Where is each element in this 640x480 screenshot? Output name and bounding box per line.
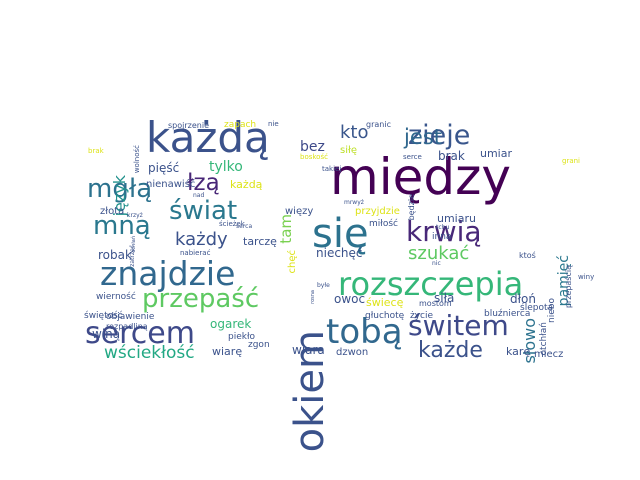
cloud-word: karę [506, 345, 531, 358]
cloud-word: siła [434, 291, 455, 305]
cloud-word: chęć [287, 250, 298, 274]
cloud-word: rozszczepia [338, 265, 524, 303]
cloud-word: złota [100, 206, 125, 217]
cloud-word: świtem [408, 309, 509, 342]
cloud-word: mgłą [87, 174, 153, 204]
cloud-word: każdy [175, 229, 228, 250]
cloud-word: byłe [317, 282, 330, 289]
cloud-word: granic [366, 120, 391, 129]
cloud-word: świecę [366, 296, 404, 309]
cloud-word: nabierać [180, 249, 211, 257]
cloud-word: nic [432, 260, 441, 267]
cloud-word: inna [432, 232, 452, 242]
cloud-word: umiaru [437, 212, 476, 225]
cloud-word: życie [410, 311, 434, 321]
cloud-word: miłość [369, 219, 398, 229]
cloud-word: nie [268, 120, 279, 128]
cloud-word: krwią [406, 215, 482, 248]
cloud-word: przepaść [142, 284, 260, 314]
cloud-word: zieje [408, 120, 471, 151]
cloud-word: znajdzie [100, 254, 236, 293]
cloud-word: łzą [187, 170, 220, 196]
cloud-word: wolność [133, 145, 141, 174]
cloud-word: grani [562, 157, 580, 165]
cloud-word: niechęć [316, 246, 363, 260]
cloud-word: krzyż [127, 212, 143, 219]
cloud-word: takiej [322, 165, 342, 173]
cloud-word: dzwon [336, 347, 369, 358]
cloud-word: przepaścią [564, 265, 573, 309]
cloud-word: kto [340, 122, 369, 143]
cloud-word: ogarek [210, 317, 252, 331]
cloud-word: tylko [209, 159, 243, 175]
cloud-word: się [312, 211, 369, 257]
cloud-word: tobą [326, 312, 403, 352]
cloud-word: mrwyż [344, 199, 364, 206]
cloud-word: rozpadliną [106, 322, 148, 331]
cloud-word: ślepota [520, 303, 553, 313]
cloud-word: tchu [436, 224, 450, 231]
cloud-word: bluźnierca [484, 309, 531, 319]
cloud-word: piekło [228, 332, 256, 342]
cloud-word: serce [403, 153, 422, 161]
cloud-word: świętość [84, 311, 123, 321]
cloud-word: wierność [96, 292, 136, 302]
cloud-word: zgon [248, 340, 270, 350]
cloud-word: wiara [292, 343, 325, 357]
cloud-word: będzie [407, 194, 416, 221]
cloud-word: nad [193, 192, 205, 199]
cloud-word: bez [300, 139, 325, 155]
cloud-word: rosna [310, 290, 316, 304]
cloud-word: przyjdzie [355, 206, 400, 217]
cloud-word: robak [98, 248, 132, 262]
cloud-word: głuchotę [365, 311, 405, 321]
cloud-word: tam [277, 214, 295, 244]
cloud-word: tarczę [243, 235, 277, 248]
cloud-word: spojrzenie [168, 121, 209, 130]
cloud-word: więzy [285, 206, 314, 217]
cloud-word: niebo [547, 298, 557, 323]
cloud-word: dłoń [510, 292, 536, 306]
cloud-word: między [330, 148, 511, 206]
cloud-word: winą [92, 327, 121, 341]
cloud-word: nienawiść [146, 179, 196, 190]
cloud-word: szukać [408, 243, 470, 264]
cloud-word: miecz [534, 349, 564, 360]
cloud-word: sercem [85, 316, 195, 351]
cloud-word: objawienie [106, 312, 155, 322]
cloud-word: serca [236, 223, 253, 230]
cloud-word: pięść [148, 161, 180, 175]
cloud-word: każdą [146, 113, 270, 162]
cloud-word: wiarę [212, 345, 243, 358]
cloud-word: każdą [230, 178, 263, 191]
cloud-word: ścieżek [219, 220, 245, 228]
cloud-word: siłę [340, 145, 357, 156]
cloud-word: owoc [334, 292, 366, 306]
cloud-word: boskość [300, 153, 328, 161]
cloud-word: winy [578, 273, 595, 281]
cloud-word: mostom [419, 299, 452, 308]
cloud-word: umiar [480, 147, 513, 160]
cloud-word: wściekłość [104, 343, 195, 363]
cloud-word: ktoś [519, 251, 536, 260]
cloud-word: każde [418, 338, 483, 363]
cloud-word: zapach [224, 120, 257, 130]
cloud-word: ochłań [131, 236, 137, 253]
cloud-word: świat [169, 196, 238, 226]
cloud-word: jest [404, 125, 442, 149]
cloud-word: mną [93, 211, 151, 241]
cloud-word: brak [88, 147, 104, 155]
cloud-word: brak [438, 149, 465, 163]
